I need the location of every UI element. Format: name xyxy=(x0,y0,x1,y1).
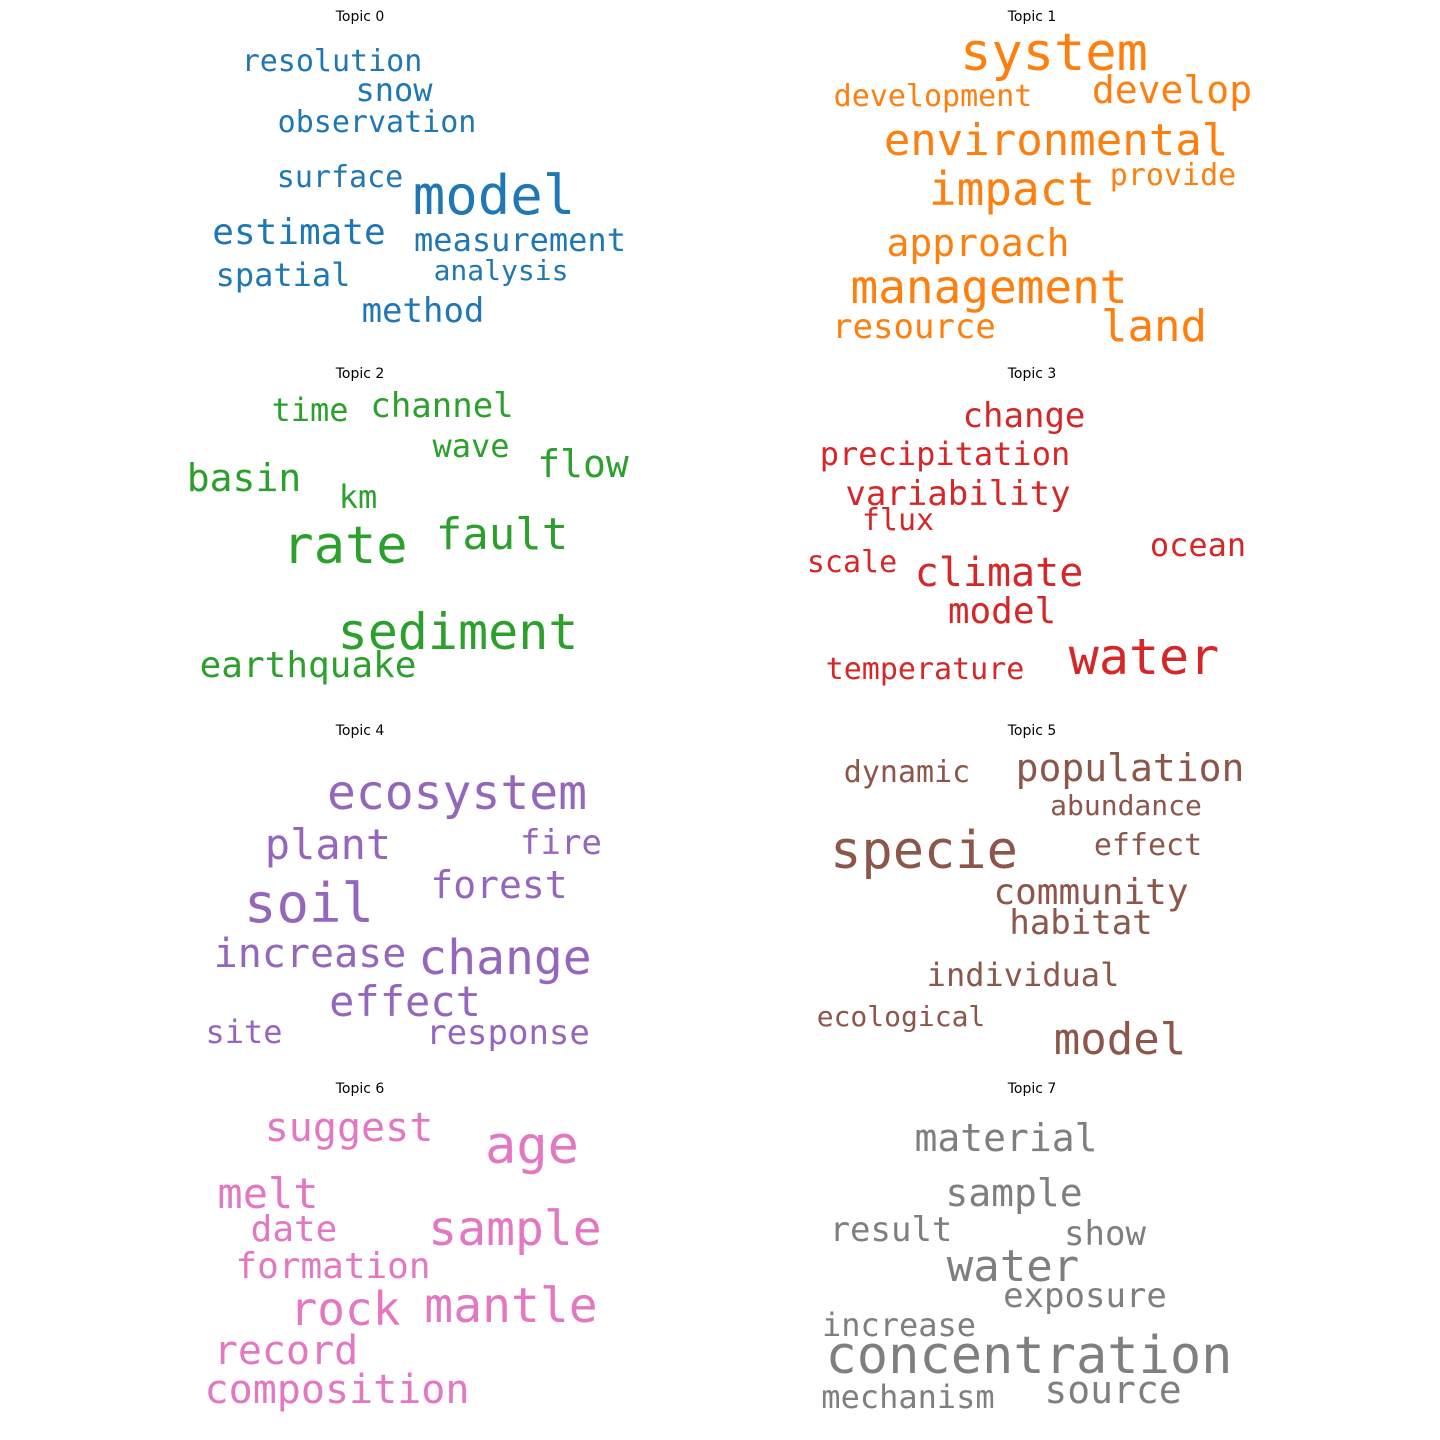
cloud-word: provide xyxy=(1109,158,1237,193)
panel-title: Topic 3 xyxy=(1007,366,1057,382)
cloud-word: method xyxy=(361,291,485,331)
cloud-word: soil xyxy=(243,872,375,935)
wordcloud-panel: Topic 1 system environmental impact manageme… xyxy=(624,0,1440,357)
cloud-word: fire xyxy=(520,823,602,863)
cloud-word: resource xyxy=(832,307,996,347)
cloud-word: change xyxy=(418,930,592,986)
cloud-word: source xyxy=(1044,1368,1182,1412)
panel-title: Topic 4 xyxy=(335,723,385,739)
cloud-word: sample xyxy=(428,1201,602,1257)
cloud-word: individual xyxy=(926,956,1120,994)
cloud-word: plant xyxy=(264,820,392,869)
cloud-word: environmental xyxy=(883,115,1229,166)
cloud-word: material xyxy=(914,1116,1098,1160)
cloud-word: climate xyxy=(914,550,1084,596)
cloud-word: change xyxy=(962,396,1086,436)
cloud-word: effect xyxy=(1093,828,1203,863)
cloud-word: increase xyxy=(821,1306,977,1344)
cloud-word: model xyxy=(412,164,576,227)
cloud-word: flux xyxy=(861,503,935,538)
wordcloud-panel: Topic 0 model estimate measurement method sno… xyxy=(0,0,720,357)
cloud-word: mechanism xyxy=(821,1378,995,1416)
wordcloud-panel: Topic 7 concentration water material sample e… xyxy=(624,1072,1440,1429)
cloud-word: suggest xyxy=(264,1105,434,1151)
cloud-word: habitat xyxy=(1009,903,1153,943)
cloud-word: dynamic xyxy=(843,755,971,790)
cloud-word: resolution xyxy=(241,44,423,79)
cloud-word: ecosystem xyxy=(326,765,588,821)
cloud-word: variability xyxy=(845,474,1071,514)
panel-title: Topic 7 xyxy=(1007,1081,1057,1097)
cloud-word: wave xyxy=(432,427,510,465)
cloud-word: km xyxy=(338,478,378,516)
cloud-word: composition xyxy=(204,1367,470,1413)
cloud-word: rate xyxy=(282,516,408,576)
cloud-word: formation xyxy=(235,1246,431,1287)
cloud-word: mantle xyxy=(424,1278,598,1334)
cloud-word: impact xyxy=(928,162,1096,216)
cloud-word: sediment xyxy=(337,603,579,661)
cloud-word: precipitation xyxy=(819,435,1071,473)
cloud-word: show xyxy=(1064,1214,1146,1254)
cloud-word: date xyxy=(250,1209,338,1250)
cloud-word: record xyxy=(213,1328,359,1374)
cloud-word: land xyxy=(1101,301,1207,352)
panel-title: Topic 2 xyxy=(335,366,385,382)
cloud-word: estimate xyxy=(212,212,386,253)
cloud-word: measurement xyxy=(414,221,626,259)
cloud-word: model xyxy=(1053,1014,1187,1065)
cloud-word: concentration xyxy=(825,1326,1233,1386)
cloud-word: community xyxy=(993,872,1189,913)
cloud-word: flow xyxy=(537,442,629,486)
cloud-word: surface xyxy=(276,160,404,195)
panel-title: Topic 6 xyxy=(335,1081,385,1097)
cloud-word: scale xyxy=(806,545,898,580)
cloud-word: analysis xyxy=(433,254,569,287)
cloud-word: age xyxy=(485,1116,579,1176)
wordcloud-panel: Topic 3 water climate change model variabilit… xyxy=(624,357,1440,714)
cloud-word: rock xyxy=(289,1282,401,1336)
cloud-word: fault xyxy=(435,509,569,560)
cloud-word: forest xyxy=(430,863,568,907)
wordcloud-panel: Topic 6 age sample mantle rock melt suggest com… xyxy=(0,1072,720,1429)
wordcloud-panel: Topic 4 ecosystem soil change plant effect for… xyxy=(0,714,720,1071)
wordcloud-panel: Topic 5 specie population model community hab… xyxy=(624,714,1440,1071)
cloud-word: spatial xyxy=(215,256,351,294)
cloud-word: model xyxy=(947,591,1057,632)
cloud-word: increase xyxy=(213,931,407,977)
cloud-word: melt xyxy=(217,1169,319,1218)
cloud-word: approach xyxy=(886,221,1070,265)
cloud-word: abundance xyxy=(1050,789,1202,822)
cloud-word: develop xyxy=(1091,68,1253,112)
cloud-word: channel xyxy=(370,386,514,426)
panel-title: Topic 1 xyxy=(1007,9,1057,25)
cloud-word: management xyxy=(850,260,1128,314)
cloud-word: system xyxy=(960,23,1148,83)
cloud-word: ocean xyxy=(1149,526,1247,564)
cloud-word: time xyxy=(271,391,349,429)
wordcloud-panel: Topic 2 rate sediment fault flow basin channel… xyxy=(0,357,720,714)
cloud-word: temperature xyxy=(825,652,1025,687)
cloud-word: ecological xyxy=(816,1000,986,1033)
cloud-word: response xyxy=(426,1013,590,1053)
cloud-word: site xyxy=(205,1013,283,1051)
cloud-word: water xyxy=(946,1241,1080,1292)
cloud-word: specie xyxy=(830,821,1018,881)
cloud-word: observation xyxy=(277,105,477,140)
cloud-word: exposure xyxy=(1003,1276,1167,1316)
cloud-word: earthquake xyxy=(199,645,417,686)
panel-title: Topic 5 xyxy=(1007,723,1057,739)
cloud-word: result xyxy=(829,1210,953,1250)
cloud-word: effect xyxy=(329,977,481,1026)
cloud-word: snow xyxy=(355,71,433,109)
cloud-word: development xyxy=(833,79,1033,114)
panel-title: Topic 0 xyxy=(335,9,385,25)
cloud-word: water xyxy=(1068,628,1220,686)
cloud-word: population xyxy=(1015,746,1245,790)
cloud-word: sample xyxy=(945,1171,1083,1215)
cloud-word: basin xyxy=(186,456,302,500)
